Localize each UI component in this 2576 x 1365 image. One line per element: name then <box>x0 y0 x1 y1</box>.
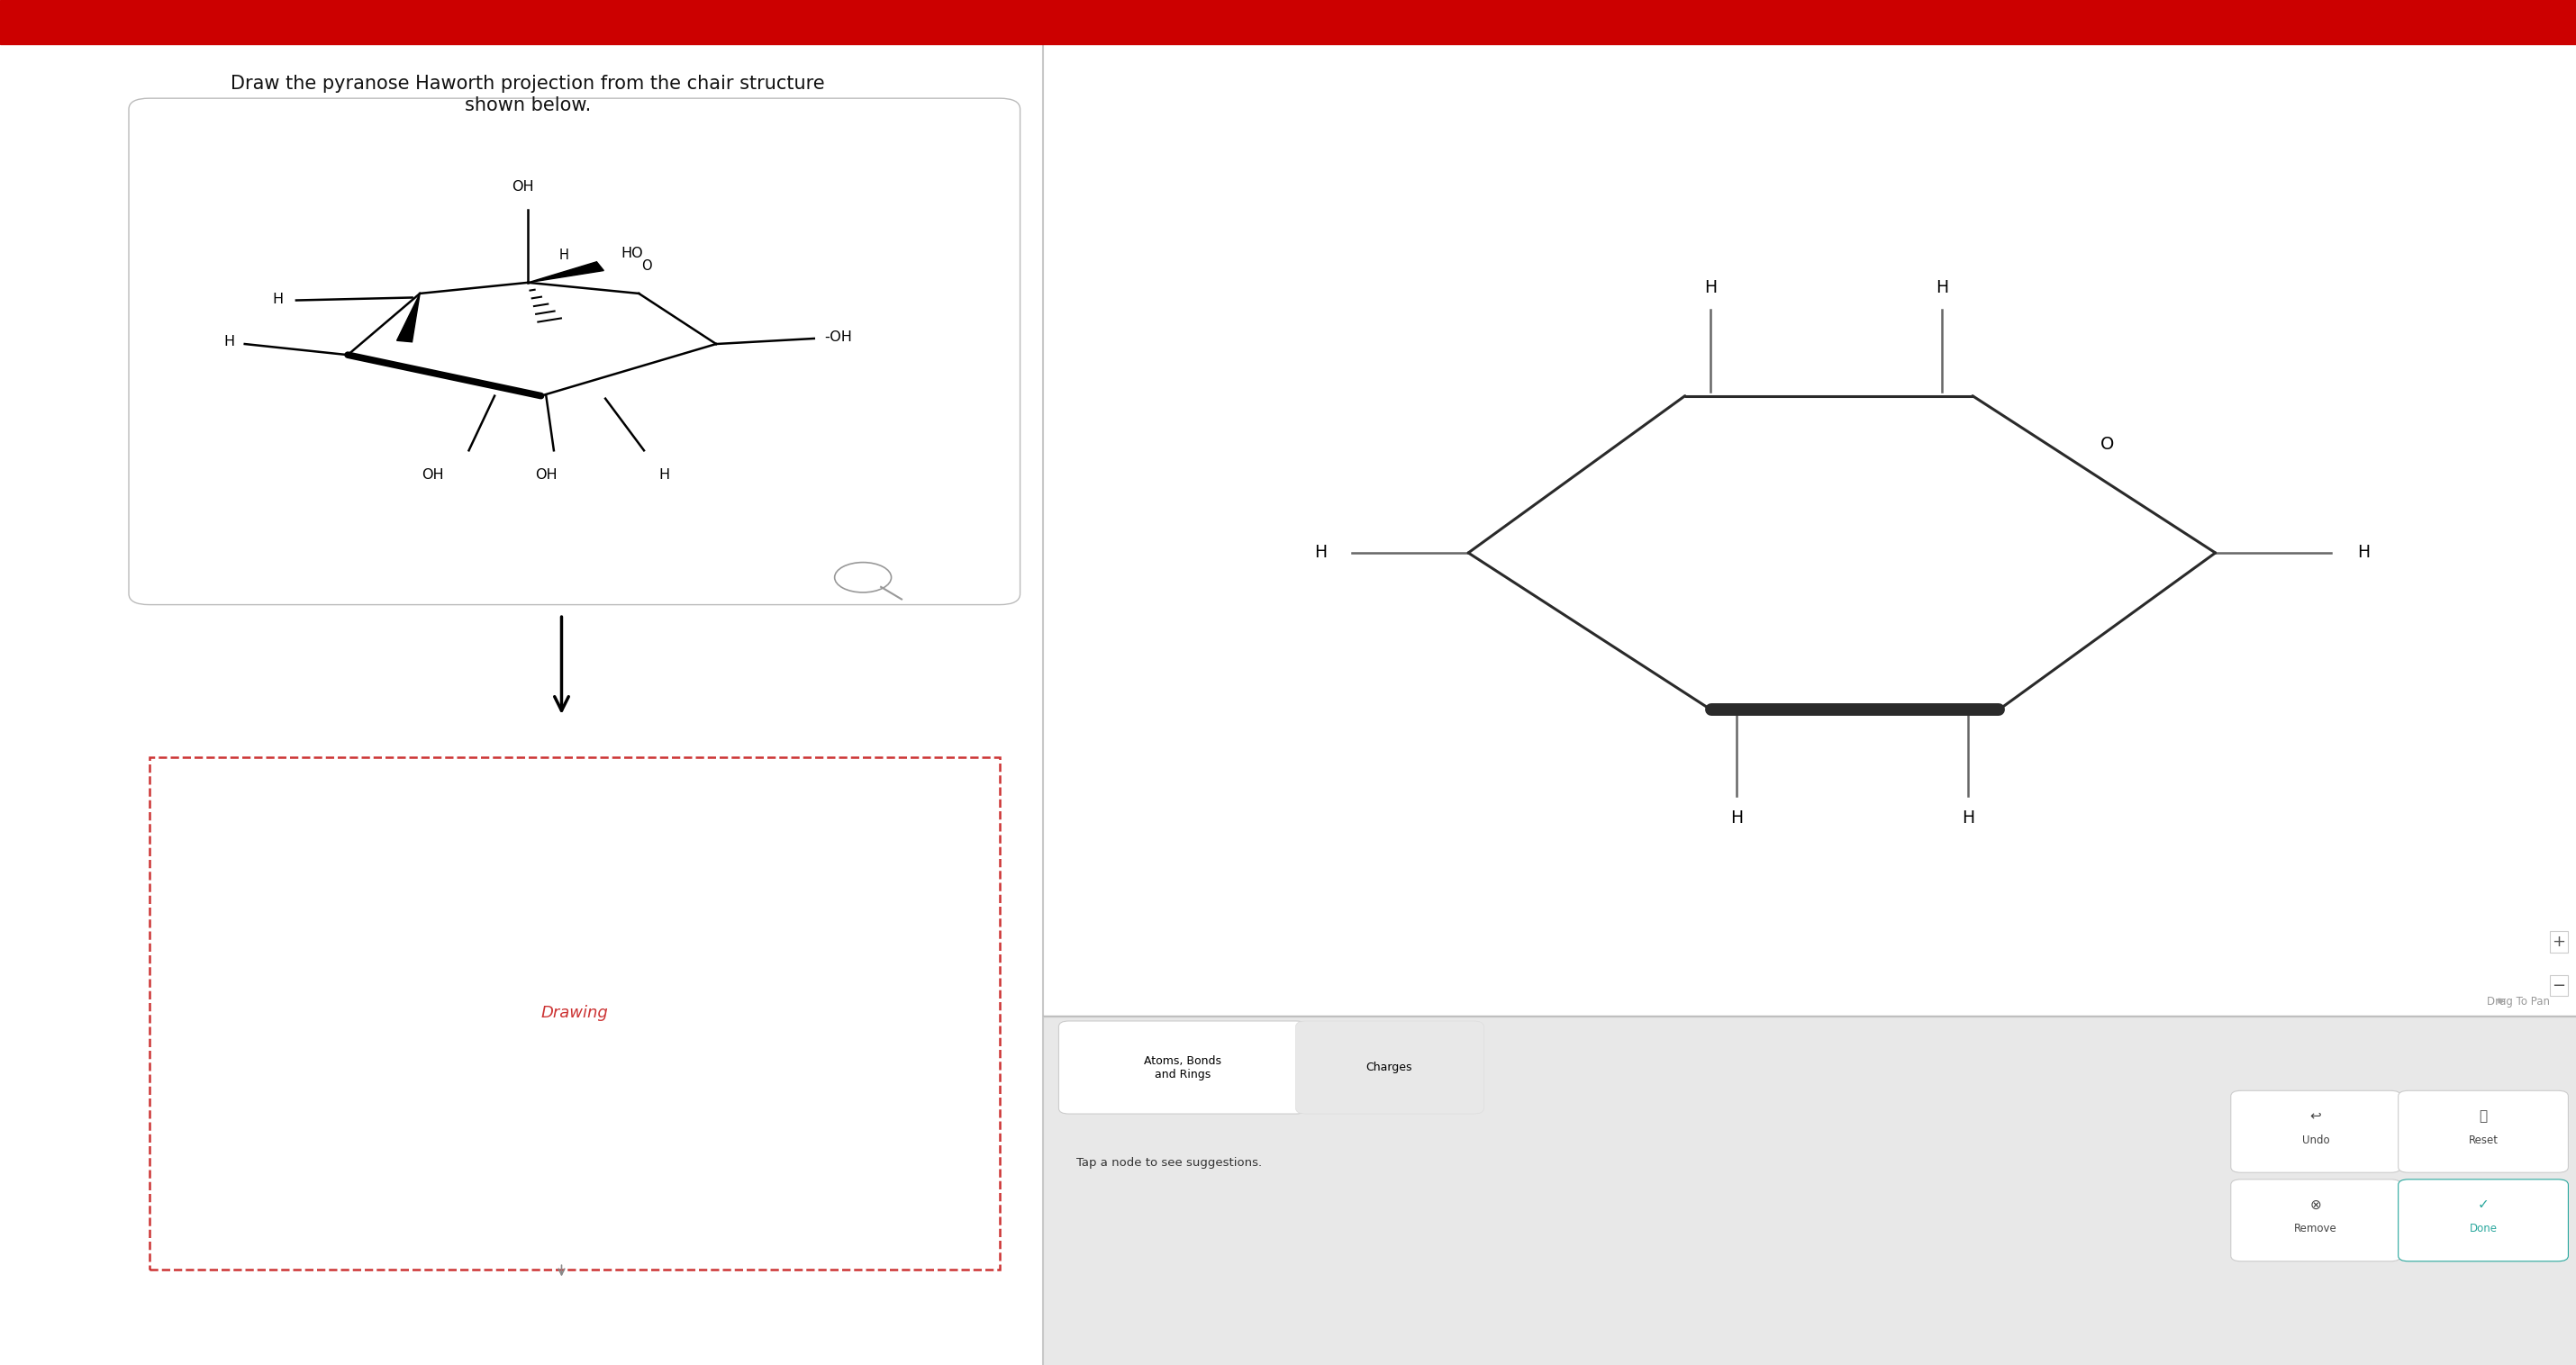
Text: ↩: ↩ <box>2311 1110 2321 1123</box>
Text: Undo: Undo <box>2303 1134 2329 1147</box>
Polygon shape <box>397 293 420 343</box>
Text: O: O <box>2099 435 2115 453</box>
Text: Tap a node to see suggestions.: Tap a node to see suggestions. <box>1077 1158 1262 1168</box>
FancyBboxPatch shape <box>2231 1091 2401 1173</box>
Text: -OH: -OH <box>824 330 853 344</box>
Text: −: − <box>2553 977 2566 994</box>
Text: Drag To Pan: Drag To Pan <box>2488 995 2550 1007</box>
Text: Charges: Charges <box>1365 1062 1412 1073</box>
Text: HO: HO <box>621 247 644 261</box>
Text: OH: OH <box>536 468 556 482</box>
Text: OH: OH <box>513 180 533 194</box>
Text: Drawing: Drawing <box>541 1005 608 1021</box>
FancyBboxPatch shape <box>2231 1179 2401 1261</box>
Text: Done: Done <box>2470 1223 2496 1235</box>
Text: OH: OH <box>422 468 443 482</box>
Text: H: H <box>659 468 670 482</box>
Text: H: H <box>1731 809 1744 827</box>
FancyBboxPatch shape <box>1059 1021 1306 1114</box>
Text: H: H <box>1705 278 1718 296</box>
Bar <box>0 0 2576 44</box>
Text: ⊗: ⊗ <box>2311 1198 2321 1212</box>
FancyBboxPatch shape <box>1296 1021 1484 1114</box>
Text: 🗑: 🗑 <box>2478 1110 2488 1123</box>
Text: ☛: ☛ <box>2496 995 2506 1007</box>
FancyBboxPatch shape <box>129 98 1020 605</box>
Text: H: H <box>1935 278 1947 296</box>
Text: ✓: ✓ <box>2478 1198 2488 1212</box>
Text: O: O <box>641 259 652 273</box>
Text: H: H <box>1960 809 1973 827</box>
FancyBboxPatch shape <box>2398 1091 2568 1173</box>
Text: H: H <box>273 292 283 306</box>
Text: Remove: Remove <box>2295 1223 2336 1235</box>
Text: Reset: Reset <box>2468 1134 2499 1147</box>
Text: +: + <box>2553 934 2566 950</box>
Text: H: H <box>559 248 569 262</box>
Bar <box>1043 0 2576 1024</box>
Text: H: H <box>2357 545 2370 561</box>
Polygon shape <box>528 262 603 283</box>
Bar <box>149 758 999 1269</box>
Text: H: H <box>1314 545 1327 561</box>
Text: Atoms, Bonds
and Rings: Atoms, Bonds and Rings <box>1144 1055 1221 1080</box>
FancyBboxPatch shape <box>2398 1179 2568 1261</box>
Bar <box>0 0 1043 1365</box>
Text: H: H <box>224 334 234 348</box>
Text: Draw the pyranose Haworth projection from the chair structure
shown below.: Draw the pyranose Haworth projection fro… <box>232 75 824 113</box>
Bar <box>1043 1017 2576 1365</box>
